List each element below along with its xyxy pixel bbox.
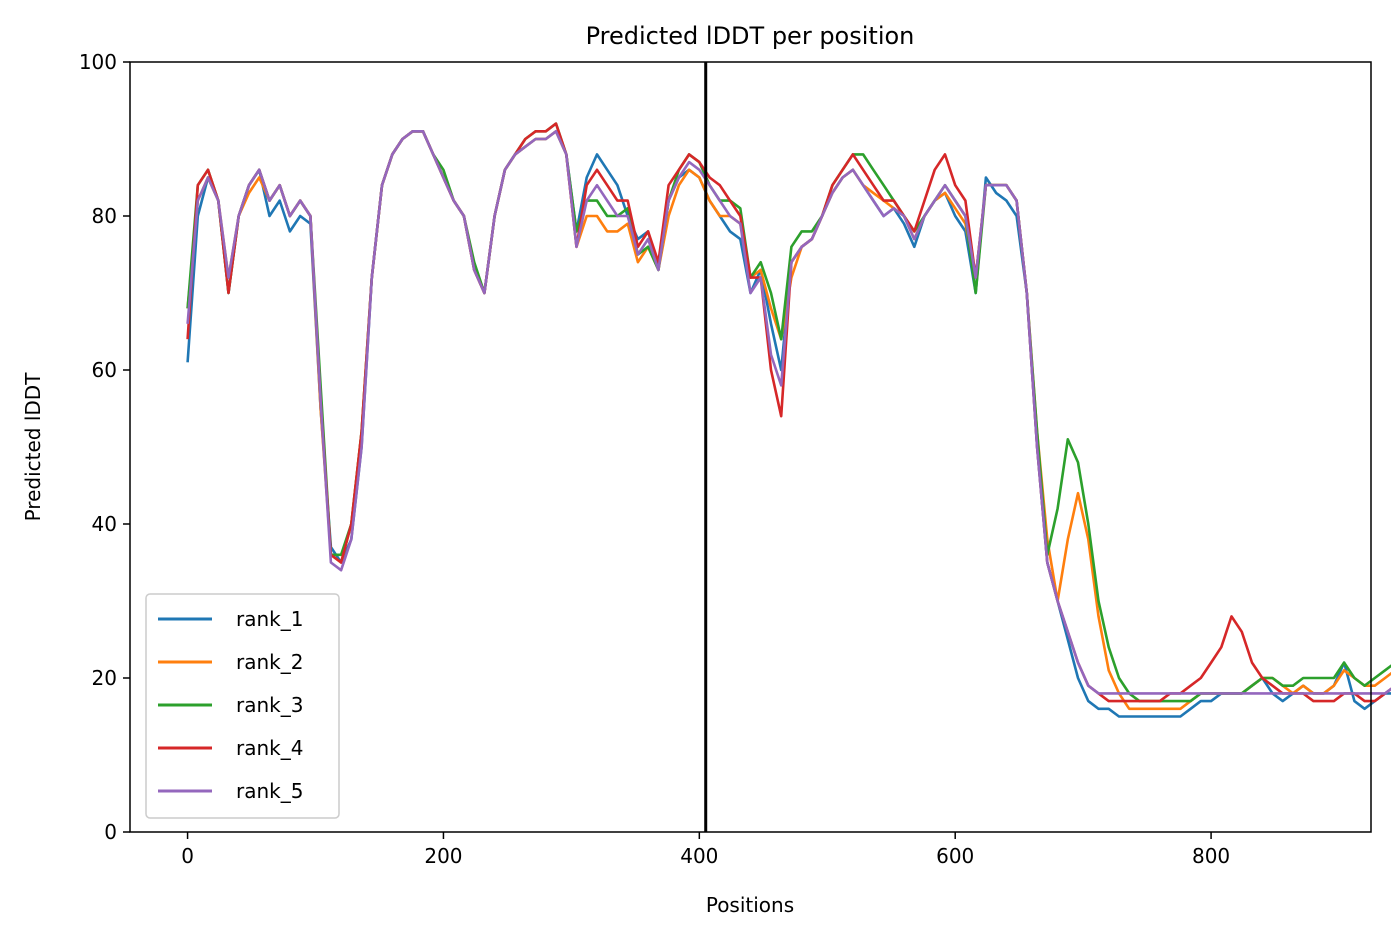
legend-label-rank_2: rank_2: [236, 650, 303, 674]
y-axis-label: Predicted lDDT: [21, 372, 45, 522]
legend: rank_1 rank_2 rank_3 rank_4 rank_5: [145, 593, 340, 819]
plot-area: [129, 61, 1391, 833]
legend-label-rank_1: rank_1: [236, 607, 303, 631]
legend-label-rank_5: rank_5: [236, 779, 303, 803]
series-line-rank_5: [186, 130, 1391, 695]
x-tick-label: 600: [936, 844, 974, 868]
series-line-rank_4: [186, 122, 1391, 703]
x-tick-label: 200: [424, 844, 462, 868]
plot-frame: [129, 61, 1372, 833]
x-tick-label: 0: [181, 844, 194, 868]
legend-label-rank_3: rank_3: [236, 693, 303, 717]
series-line-rank_3: [186, 122, 1391, 703]
x-tick-label: 800: [1192, 844, 1230, 868]
x-axis-label: Positions: [706, 893, 794, 917]
chart-title: Predicted lDDT per position: [586, 22, 915, 50]
x-axis: 0 200 400 600 800: [181, 832, 1230, 868]
y-tick-label: 80: [92, 204, 117, 228]
series-line-rank_2: [186, 130, 1391, 711]
y-tick-label: 100: [79, 50, 117, 74]
legend-box: [145, 593, 340, 819]
y-tick-label: 0: [104, 820, 117, 844]
series-line-rank_1: [186, 130, 1391, 718]
y-tick-label: 60: [92, 358, 117, 382]
x-tick-label: 400: [680, 844, 718, 868]
legend-label-rank_4: rank_4: [236, 736, 303, 760]
y-axis: 0 20 40 60 80 100: [79, 50, 130, 844]
y-tick-label: 40: [92, 512, 117, 536]
lines-layer: [186, 122, 1391, 718]
y-tick-label: 20: [92, 666, 117, 690]
